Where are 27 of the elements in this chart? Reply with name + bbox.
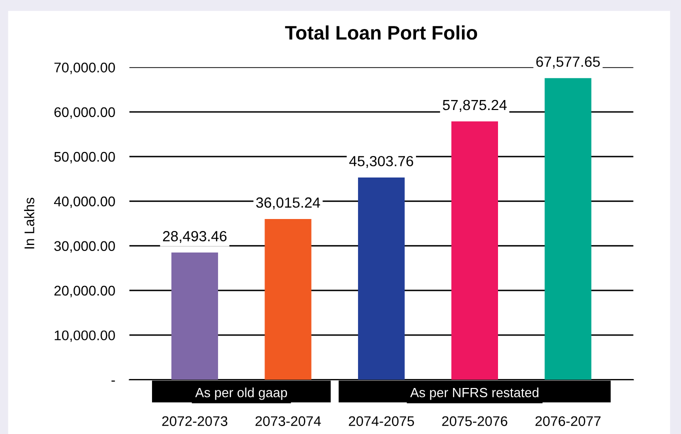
y-tick-label: 10,000.00 xyxy=(54,330,115,342)
chart-title: Total Loan Port Folio xyxy=(285,25,478,40)
bar xyxy=(171,252,218,380)
data-label: 67,577.65 xyxy=(536,56,600,69)
x-tick-label: 2073-2074 xyxy=(256,416,321,426)
data-label: 45,303.76 xyxy=(349,156,414,168)
y-tick-label: 30,000.00 xyxy=(54,241,115,253)
data-label: 36,015.24 xyxy=(256,197,320,210)
x-tick-label: 2074-2075 xyxy=(348,416,414,426)
y-axis-title: In Lakhs xyxy=(24,198,34,248)
bar xyxy=(264,218,312,380)
x-tick-label: 2075-2076 xyxy=(442,416,508,426)
bar xyxy=(544,78,592,380)
x-tick-label: 2072-2073 xyxy=(162,416,228,426)
bar xyxy=(451,121,498,380)
y-tick-label: 20,000.00 xyxy=(54,286,115,298)
y-tick-label: 50,000.00 xyxy=(54,152,115,164)
y-tick-label: 60,000.00 xyxy=(54,107,115,119)
data-label: 57,875.24 xyxy=(442,100,507,112)
text: As per old gaap xyxy=(195,388,288,400)
y-tick-label: - xyxy=(111,380,115,382)
x-tick-label: 2076-2077 xyxy=(535,416,601,426)
y-tick-label: 40,000.00 xyxy=(54,196,115,208)
data-label: 28,493.46 xyxy=(163,231,227,244)
bar xyxy=(358,178,405,380)
y-tick-label: 70,000.00 xyxy=(54,62,115,74)
text: As per NFRS restated xyxy=(410,388,538,400)
